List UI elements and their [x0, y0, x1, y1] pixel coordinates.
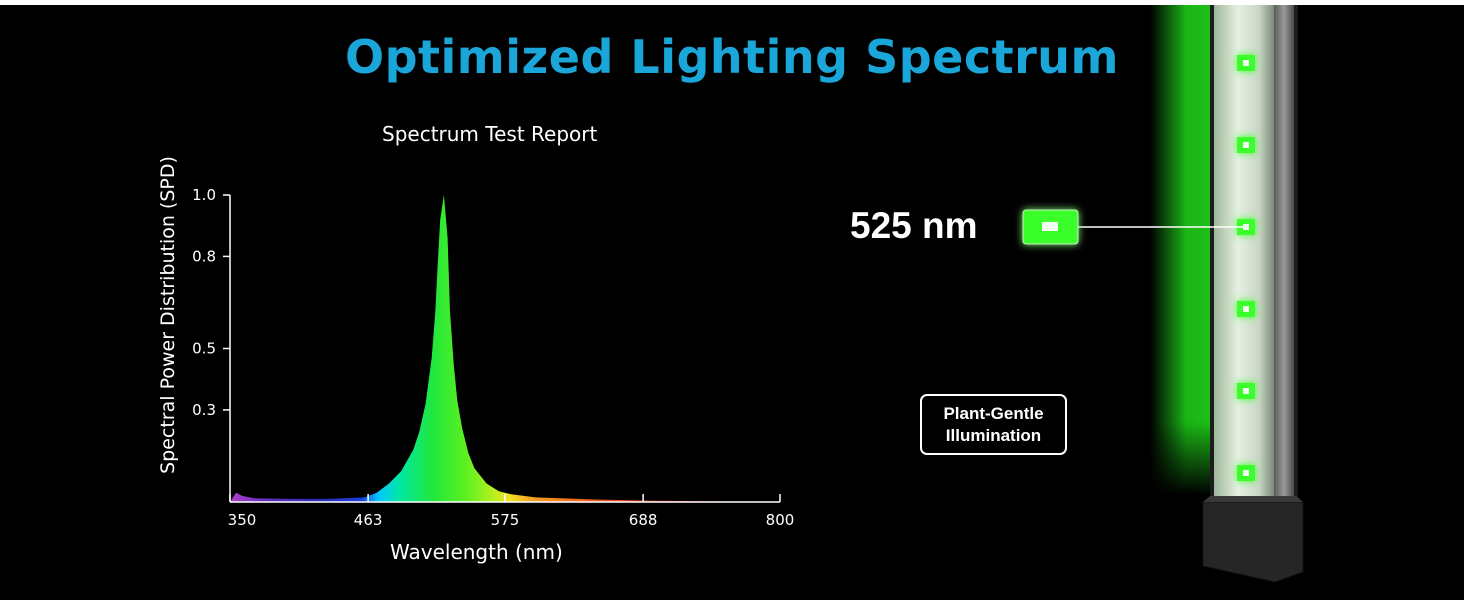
badge-line-1: Plant-Gentle — [943, 404, 1044, 423]
x-axis-ticks: 350 463 575 688 800 — [228, 494, 795, 529]
y-axis-ticks: 0.3 0.5 0.8 1.0 — [192, 186, 230, 419]
light-bar-rail — [1274, 5, 1294, 525]
led-chip-core — [1243, 142, 1249, 148]
y-tick-label: 1.0 — [192, 186, 216, 204]
callout-led-chip — [1042, 222, 1058, 231]
spectrum-area — [230, 195, 780, 502]
led-chip-core — [1243, 60, 1249, 66]
y-tick-label: 0.3 — [192, 401, 216, 419]
x-tick-label: 350 — [228, 511, 257, 529]
light-bar-base-top — [1203, 496, 1303, 502]
led-chip-core — [1243, 224, 1249, 230]
light-bar-product — [1150, 5, 1304, 583]
led-chip-core — [1243, 388, 1249, 394]
x-tick-label: 575 — [491, 511, 520, 529]
led-group — [1237, 55, 1255, 481]
badge-line-2: Illumination — [945, 426, 1042, 445]
chart-plot: 0.3 0.5 0.8 1.0 350 463 575 688 800 — [192, 186, 794, 529]
y-tick-label: 0.8 — [192, 247, 216, 265]
wavelength-label: 525 nm — [850, 205, 978, 246]
light-bar-lens — [1214, 5, 1274, 517]
page-title: Optimized Lighting Spectrum — [345, 30, 1119, 84]
led-chip-core — [1243, 470, 1249, 476]
x-tick-label: 688 — [629, 511, 658, 529]
feature-badge: Plant-Gentle Illumination — [920, 394, 1067, 455]
x-tick-label: 463 — [354, 511, 383, 529]
x-axis-label: Wavelength (nm) — [390, 540, 563, 564]
y-tick-label: 0.5 — [192, 340, 216, 358]
led-chip-core — [1243, 306, 1249, 312]
light-bar-base — [1202, 501, 1304, 583]
wavelength-callout — [1022, 209, 1244, 245]
y-axis-label: Spectral Power Distribution (SPD) — [157, 156, 179, 474]
chart-title: Spectrum Test Report — [382, 122, 598, 146]
x-tick-label: 800 — [766, 511, 795, 529]
top-divider — [0, 0, 1464, 5]
